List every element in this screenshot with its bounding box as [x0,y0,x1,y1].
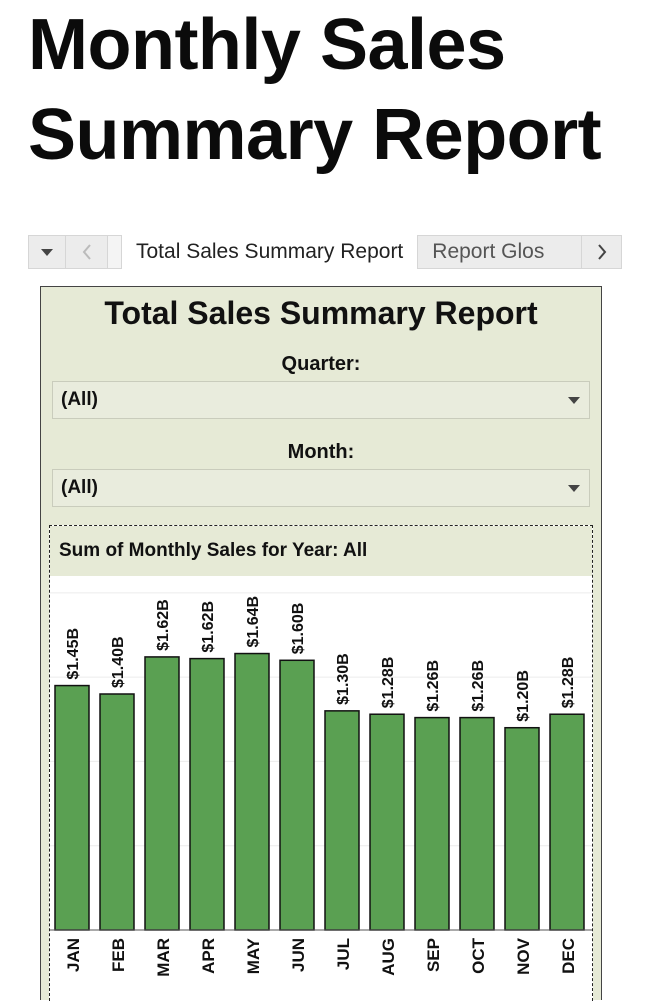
data-label-nov: $1.20B [515,670,532,722]
x-tick-label-jul: JUL [334,938,353,970]
bar-nov[interactable] [504,726,540,931]
quarter-filter-select[interactable]: (All) [52,381,590,419]
tab-total-sales-summary-report[interactable]: Total Sales Summary Report [122,235,418,269]
monthly-sales-chart-panel: Sum of Monthly Sales for Year: All $1.45… [49,525,593,1001]
dropdown-arrow-icon[interactable] [559,382,589,418]
chart-title: Sum of Monthly Sales for Year: All [50,526,592,576]
x-tick-label-jun: JUN [289,938,308,972]
month-filter-value: (All) [61,477,98,498]
monthly-sales-bar-chart: $1.45B JAN $1.40B FEB $1.62B MAR $1.62B APR $1.6… [50,592,592,977]
bar-dec[interactable] [549,713,585,931]
data-label-jan: $1.45B [65,628,82,680]
tab-divider [108,235,122,269]
tab-report-glossary[interactable]: Report Glos [417,235,582,269]
quarter-filter-value: (All) [61,389,98,410]
month-filter-label: Month: [287,441,355,463]
dashboard-title: Total Sales Summary Report [104,295,538,331]
bar-jun[interactable] [279,659,315,931]
bar-oct[interactable] [459,716,495,931]
x-tick-label-jan: JAN [64,938,83,972]
x-tick-label-apr: APR [199,938,218,974]
x-tick-label-nov: NOV [514,937,533,975]
data-label-sep: $1.26B [425,660,442,712]
quarter-filter-label: Quarter: [281,353,361,375]
x-tick-label-dec: DEC [559,938,578,974]
bar-sep[interactable] [414,716,450,931]
bar-apr[interactable] [189,657,225,931]
data-label-may: $1.64B [245,596,262,648]
data-label-jun: $1.60B [290,603,307,655]
x-tick-label-feb: FEB [109,938,128,972]
data-label-mar: $1.62B [155,599,172,651]
data-label-oct: $1.26B [470,660,487,712]
dropdown-arrow-icon[interactable] [559,470,589,506]
month-filter-select[interactable]: (All) [52,469,590,507]
chevron-left-icon[interactable] [66,235,108,269]
bar-jul[interactable] [324,710,360,931]
data-label-jul: $1.30B [335,653,352,705]
chevron-right-icon[interactable] [582,235,622,269]
bar-aug[interactable] [369,713,405,931]
x-tick-label-may: MAY [244,937,263,974]
dashboard-panel: Total Sales Summary Report Quarter: (All… [40,286,602,1001]
bar-feb[interactable] [99,693,135,931]
bar-mar[interactable] [144,656,180,931]
bar-jan[interactable] [54,684,90,931]
x-tick-label-mar: MAR [154,938,173,977]
data-label-apr: $1.62B [200,601,217,653]
data-label-aug: $1.28B [380,657,397,709]
page-title: Monthly Sales Summary Report [28,5,602,175]
x-tick-label-aug: AUG [379,938,398,976]
x-tick-label-sep: SEP [424,938,443,972]
bar-may[interactable] [234,652,270,931]
x-tick-label-oct: OCT [469,937,488,974]
data-label-feb: $1.40B [110,636,127,688]
caret-down-icon[interactable] [28,235,66,269]
sheet-tab-bar: Total Sales Summary Report Report Glos [28,235,622,269]
data-label-dec: $1.28B [560,657,577,709]
